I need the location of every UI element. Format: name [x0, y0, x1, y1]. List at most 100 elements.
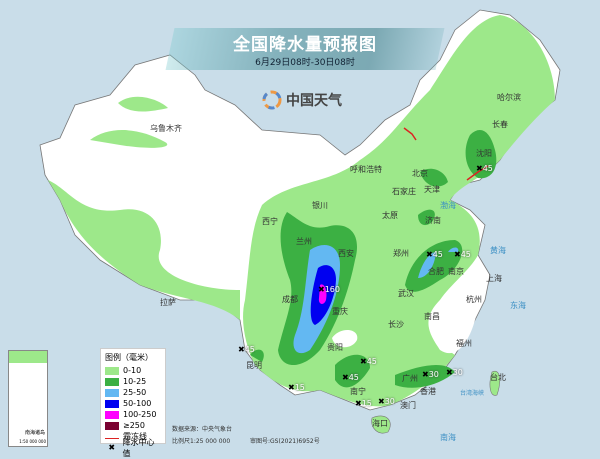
city-label: 郑州 — [393, 249, 409, 258]
legend: 图例（毫米） 0-10 10-25 25-50 50-100 100-250 ≥250 霜… — [100, 348, 166, 458]
city-label: 台北 — [490, 373, 506, 382]
cross-icon: ✖ — [454, 250, 461, 259]
city-label: 杭州 — [466, 295, 482, 304]
cross-icon: ✖ — [238, 345, 245, 354]
legend-label: 降水中心值 — [122, 437, 155, 458]
city-label: 石家庄 — [392, 187, 416, 196]
weather-logo-icon — [262, 90, 282, 110]
rain-center-value: 30 — [428, 370, 439, 379]
city-label: 哈尔滨 — [497, 93, 521, 102]
city-label: 拉萨 — [160, 298, 176, 307]
page-title: 全国降水量预报图 — [233, 35, 377, 55]
city-label: 长沙 — [388, 320, 404, 329]
rain-center-value: 30 — [452, 368, 463, 377]
rain-10-25-northeast — [418, 130, 497, 226]
city-label: 香港 — [420, 387, 436, 396]
city-label: 西宁 — [262, 217, 278, 226]
rain-center-marker: ✖30 — [378, 397, 395, 406]
rain-center-value: 45 — [366, 357, 377, 366]
frost-line — [466, 165, 489, 181]
legend-label: 0-10 — [123, 366, 142, 375]
city-label: 澳门 — [400, 401, 416, 410]
sea-label: 南海 — [440, 433, 456, 442]
cross-icon: ✖ — [108, 443, 116, 452]
rain-center-value: 45 — [482, 164, 493, 173]
rain-center-value: 45 — [348, 373, 359, 382]
legend-item: ≥250 — [105, 420, 161, 431]
legend-label: ≥250 — [123, 421, 145, 430]
cross-icon: ✖ — [378, 397, 385, 406]
legend-item: 10-25 — [105, 376, 161, 387]
city-label: 上海 — [486, 274, 502, 283]
legend-swatch — [105, 399, 119, 408]
hainan — [371, 415, 391, 434]
city-label: 北京 — [412, 169, 428, 178]
cross-icon: ✖ — [288, 383, 295, 392]
cross-icon: ✖ — [446, 368, 453, 377]
rain-100-250-sichuan — [318, 284, 327, 304]
approval-number: 审图号:GS(2021)6952号 — [250, 438, 320, 445]
city-label: 武汉 — [398, 289, 414, 298]
sea-label: 渤海 — [440, 201, 456, 210]
rain-center-marker: ✖30 — [422, 370, 439, 379]
legend-item: 50-100 — [105, 398, 161, 409]
rain-center-marker: ✖45 — [238, 345, 255, 354]
city-label: 济南 — [425, 216, 441, 225]
rain-center-marker: ✖160 — [318, 285, 340, 294]
no-rain-southeast — [428, 289, 477, 354]
legend-rain-center: ✖ 降水中心值 — [105, 438, 161, 458]
sea-label: 东海 — [510, 301, 526, 310]
south-china-sea-inset: 南海诸岛 1:50 000 000 — [8, 350, 48, 447]
legend-swatch — [105, 377, 119, 386]
legend-swatch — [105, 421, 119, 430]
cross-icon: ✖ — [342, 373, 349, 382]
legend-label: 霜冻线 — [123, 432, 147, 441]
city-label: 贵阳 — [327, 343, 343, 352]
city-label: 天津 — [424, 185, 440, 194]
rain-center-marker: ✖45 — [426, 250, 443, 259]
rain-center-marker: ✖30 — [446, 368, 463, 377]
inset-scale: 1:50 000 000 — [19, 439, 46, 444]
city-label: 沈阳 — [476, 149, 492, 158]
city-label: 太原 — [382, 211, 398, 220]
city-label: 兰州 — [296, 237, 312, 246]
city-label: 重庆 — [332, 307, 348, 316]
scale-note: 比例尺1:25 000 000 — [172, 438, 231, 445]
frost-line — [403, 127, 417, 141]
rain-center-value: 160 — [324, 285, 340, 294]
sea-label: 黄海 — [490, 246, 506, 255]
rain-center-value: 45 — [244, 345, 255, 354]
legend-label: 50-100 — [123, 399, 152, 408]
city-label: 海口 — [372, 419, 388, 428]
rain-center-value: 45 — [460, 250, 471, 259]
cross-icon: ✖ — [476, 164, 483, 173]
rain-center-marker: ✖15 — [288, 383, 305, 392]
sea-label: 台湾海峡 — [460, 390, 485, 397]
cross-icon: ✖ — [422, 370, 429, 379]
rain-center-marker: ✖15 — [355, 399, 372, 408]
city-label: 昆明 — [246, 361, 262, 370]
legend-label: 25-50 — [123, 388, 147, 397]
rain-center-marker: ✖45 — [360, 357, 377, 366]
legend-swatch — [105, 410, 119, 419]
cross-icon: ✖ — [318, 285, 325, 294]
rain-center-marker: ✖45 — [454, 250, 471, 259]
city-label: 成都 — [282, 295, 298, 304]
rain-center-value: 15 — [294, 383, 305, 392]
legend-item: 25-50 — [105, 387, 161, 398]
city-label: 广州 — [402, 374, 418, 383]
city-label: 长春 — [492, 120, 508, 129]
legend-label: 100-250 — [123, 410, 157, 419]
legend-item: 100-250 — [105, 409, 161, 420]
data-source: 数据来源：中央气象台 — [172, 426, 233, 433]
rain-center-marker: ✖45 — [342, 373, 359, 382]
city-label: 合肥 — [428, 267, 444, 276]
cross-icon: ✖ — [426, 250, 433, 259]
rain-center-marker: ✖45 — [476, 164, 493, 173]
city-label: 南京 — [448, 267, 464, 276]
inset-label: 南海诸岛 — [24, 430, 45, 436]
cross-icon: ✖ — [360, 357, 367, 366]
city-label: 西安 — [338, 249, 354, 258]
rain-25-50-anhui — [418, 247, 459, 278]
